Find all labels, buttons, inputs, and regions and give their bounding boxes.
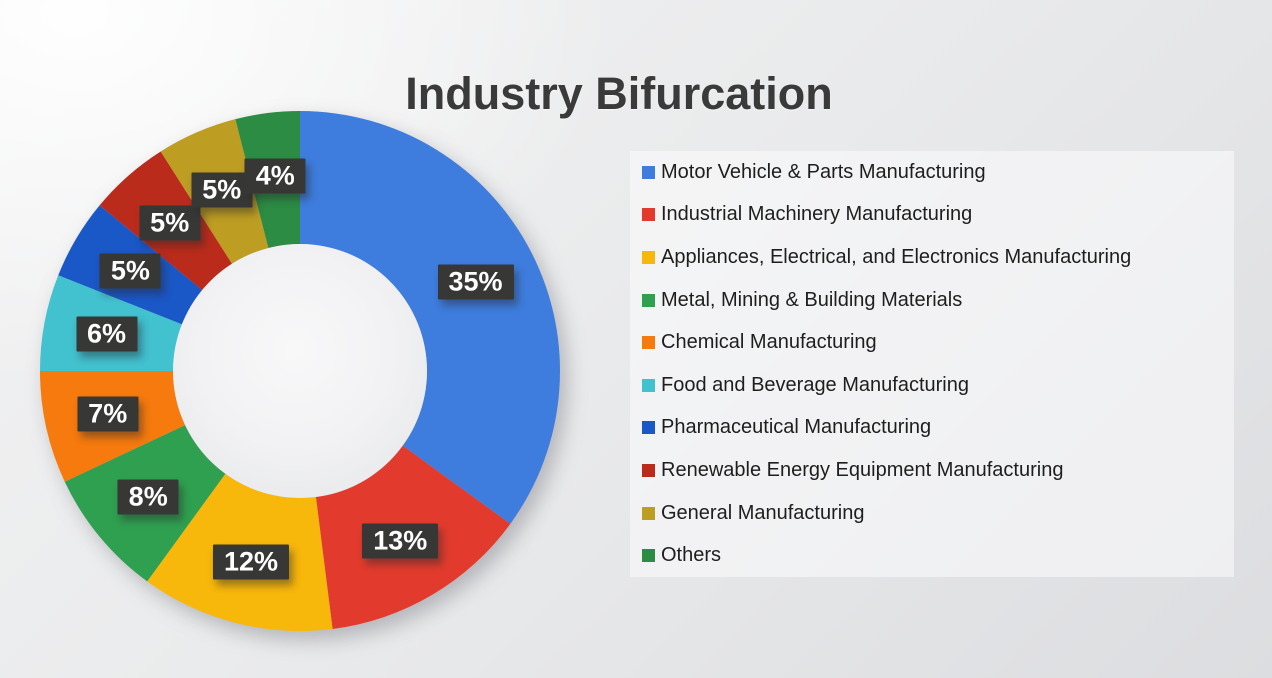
legend-label: Industrial Machinery Manufacturing [661, 203, 973, 226]
legend-label: Motor Vehicle & Parts Manufacturing [661, 160, 986, 183]
legend-item: Appliances, Electrical, and Electronics … [642, 236, 1234, 279]
legend-label: Food and Beverage Manufacturing [661, 373, 969, 396]
legend-swatch [642, 165, 655, 179]
slice-label-2: 13% [362, 523, 439, 559]
slice-label-4: 8% [117, 479, 179, 515]
slice-label-10: 4% [244, 158, 306, 194]
slice-label-1: 35% [437, 264, 514, 300]
legend-label: Chemical Manufacturing [661, 331, 877, 354]
slice-label-8: 5% [139, 205, 201, 241]
slice-label-9: 5% [191, 172, 253, 208]
legend-item: Industrial Machinery Manufacturing [642, 194, 1234, 237]
legend-item: Metal, Mining & Building Materials [642, 279, 1234, 322]
legend-swatch [642, 463, 655, 477]
legend-swatch [642, 506, 655, 520]
legend-swatch [642, 336, 655, 350]
legend-swatch [642, 293, 655, 307]
slice-label-5: 7% [77, 396, 139, 432]
legend-label: Appliances, Electrical, and Electronics … [661, 245, 1132, 268]
legend-label: Metal, Mining & Building Materials [661, 288, 963, 311]
slice-label-7: 5% [99, 253, 161, 289]
legend-item: Pharmaceutical Manufacturing [642, 407, 1234, 450]
legend-item: Renewable Energy Equipment Manufacturing [642, 449, 1234, 492]
legend-swatch [642, 250, 655, 264]
legend-item: Others [642, 534, 1234, 577]
pie-slice-1 [300, 111, 560, 524]
legend-label: General Manufacturing [661, 501, 865, 524]
slice-label-3: 12% [212, 544, 290, 580]
legend-label: Others [661, 544, 722, 567]
legend-item: Motor Vehicle & Parts Manufacturing [642, 151, 1234, 194]
chart-title: Industry Bifurcation [405, 68, 833, 120]
legend-label: Pharmaceutical Manufacturing [661, 416, 932, 439]
legend-swatch [642, 378, 655, 392]
legend: Motor Vehicle & Parts Manufacturing Indus… [630, 151, 1234, 577]
legend-swatch [642, 421, 655, 435]
legend-item: Chemical Manufacturing [642, 321, 1234, 364]
slice-label-6: 6% [75, 316, 138, 352]
legend-label: Renewable Energy Equipment Manufacturing [661, 458, 1064, 481]
legend-swatch [642, 208, 655, 222]
donut-hole [173, 244, 427, 498]
legend-swatch [642, 549, 655, 563]
legend-item: Food and Beverage Manufacturing [642, 364, 1234, 407]
legend-item: General Manufacturing [642, 492, 1234, 535]
